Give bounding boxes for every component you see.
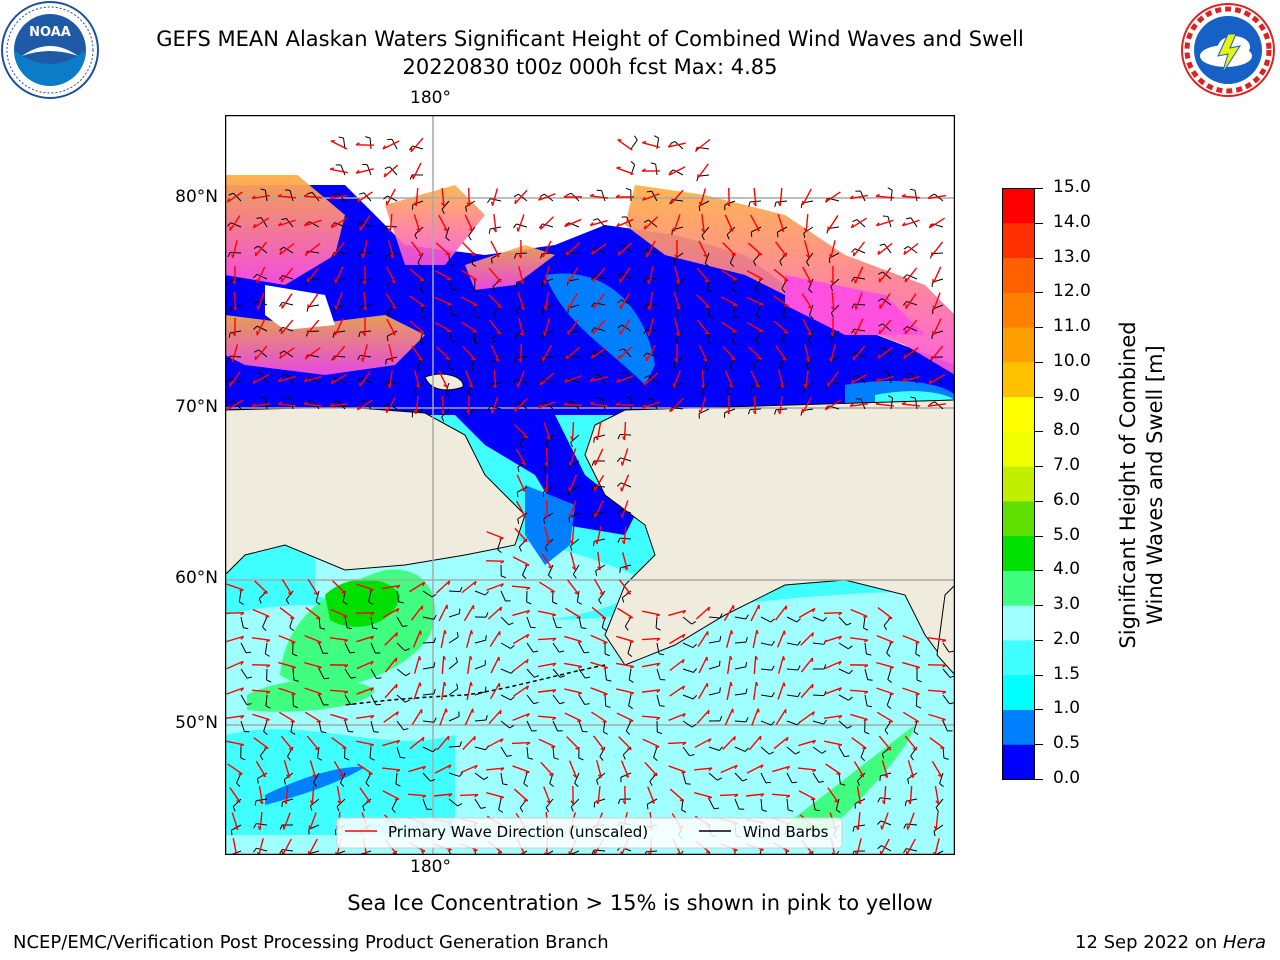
colorbar-tick-mark (1035, 292, 1043, 294)
colorbar-tick-mark (1035, 361, 1043, 363)
colorbar-tick-label: 8.0 (1053, 420, 1081, 441)
colorbar-tick-mark (1035, 779, 1043, 780)
colorbar-tick-label: 0.0 (1053, 768, 1081, 788)
lon-label-top: 180° (410, 88, 451, 108)
wave-height-map: Primary Wave Direction (unscaled) Wind B… (225, 115, 955, 855)
colorbar-segment (1002, 396, 1035, 432)
colorbar-tick-mark (1035, 709, 1043, 711)
chart-title: GEFS MEAN Alaskan Waters Significant Hei… (156, 27, 1024, 51)
colorbar-segment (1002, 222, 1035, 259)
wave-direction-legend-label: Primary Wave Direction (unscaled) (388, 823, 648, 841)
colorbar-tick-mark (1035, 639, 1043, 641)
colorbar-segment (1002, 639, 1035, 676)
colorbar (1002, 188, 1035, 780)
colorbar-tick-label: 1.5 (1053, 663, 1081, 684)
colorbar-label-line1: Significant Height of Combined (1116, 321, 1140, 649)
colorbar-tick-mark (1035, 188, 1043, 189)
footer-credit: NCEP/EMC/Verification Post Processing Pr… (13, 932, 609, 953)
colorbar-tick-mark (1035, 222, 1043, 224)
colorbar-tick-label: 9.0 (1053, 385, 1081, 406)
colorbar-segment (1002, 500, 1035, 537)
lat-label-60: 60°N (175, 568, 218, 588)
colorbar-tick-label: 13.0 (1053, 246, 1091, 267)
colorbar-tick-label: 2.0 (1053, 628, 1081, 649)
colorbar-tick-label: 3.0 (1053, 594, 1081, 615)
map-legend: Primary Wave Direction (unscaled) Wind B… (336, 817, 843, 849)
colorbar-tick-label: 7.0 (1053, 455, 1081, 476)
colorbar-segment (1002, 292, 1035, 328)
footer-date: 12 Sep 2022 on Hera (1075, 932, 1266, 953)
chart-subtitle: 20220830 t00z 000h fcst Max: 4.85 (402, 55, 778, 79)
colorbar-tick-label: 14.0 (1053, 211, 1091, 232)
colorbar-tick-mark (1035, 431, 1043, 433)
colorbar-tick-mark (1035, 466, 1043, 468)
lat-label-80: 80°N (175, 187, 218, 207)
nws-logo (1181, 3, 1275, 97)
lat-label-50: 50°N (175, 713, 218, 733)
colorbar-tick-mark (1035, 744, 1043, 746)
colorbar-segment (1002, 257, 1035, 293)
footer-date-text: 12 Sep 2022 on (1075, 932, 1223, 953)
colorbar-segment (1002, 709, 1035, 745)
wave-direction-arrows-layer (225, 137, 947, 854)
colorbar-segment (1002, 674, 1035, 710)
colorbar-tick-label: 5.0 (1053, 524, 1081, 545)
sea-ice-note: Sea Ice Concentration > 15% is shown in … (347, 891, 933, 915)
colorbar-segment (1002, 327, 1035, 363)
colorbar-tick-mark (1035, 535, 1043, 537)
colorbar-segment (1002, 570, 1035, 606)
colorbar-tick-label: 11.0 (1053, 316, 1091, 337)
colorbar-tick-mark (1035, 396, 1043, 398)
colorbar-segment (1002, 361, 1035, 398)
colorbar-tick-label: 6.0 (1053, 489, 1081, 510)
colorbar-tick-label: 15.0 (1053, 177, 1091, 197)
colorbar-tick-label: 10.0 (1053, 350, 1091, 371)
lon-label-bottom: 180° (410, 857, 451, 877)
colorbar-segment (1002, 535, 1035, 571)
colorbar-tick-label: 1.0 (1053, 698, 1081, 719)
colorbar-tick-mark (1035, 257, 1043, 259)
colorbar-tick-label: 12.0 (1053, 281, 1091, 302)
colorbar-tick-mark (1035, 570, 1043, 572)
colorbar-tick-mark (1035, 327, 1043, 329)
colorbar-tick-mark (1035, 674, 1043, 676)
colorbar-segment (1002, 744, 1035, 780)
colorbar-tick-label: 4.0 (1053, 559, 1081, 580)
noaa-logo: NOAA (1, 1, 99, 99)
noaa-logo-text: NOAA (29, 25, 71, 40)
wind-barbs-layer (227, 135, 954, 854)
colorbar-segment (1002, 431, 1035, 467)
footer-host: Hera (1222, 932, 1266, 953)
colorbar-tick-mark (1035, 605, 1043, 607)
colorbar-label-line2: Wind Waves and Swell [m] (1143, 345, 1167, 625)
colorbar-segment (1002, 605, 1035, 641)
colorbar-segment (1002, 188, 1035, 224)
lat-label-70: 70°N (175, 397, 218, 417)
colorbar-tick-mark (1035, 500, 1043, 502)
colorbar-tick-label: 0.5 (1053, 733, 1081, 754)
colorbar-segment (1002, 466, 1035, 502)
wind-barbs-legend-label: Wind Barbs (743, 823, 829, 841)
